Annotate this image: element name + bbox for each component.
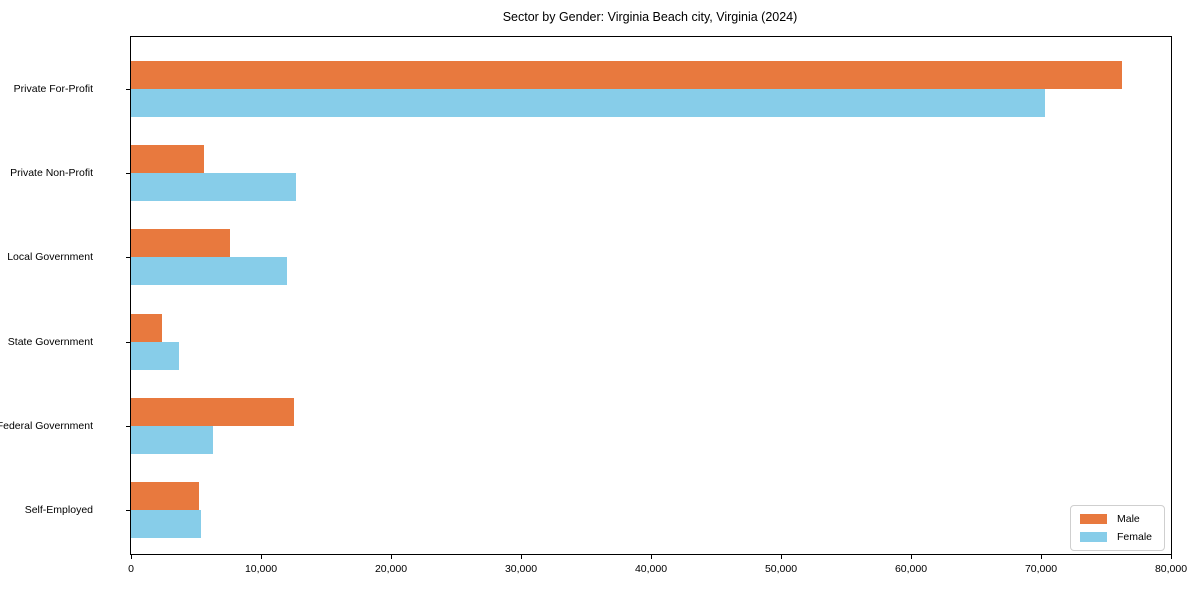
x-axis-tick-label: 80,000 xyxy=(1154,563,1188,575)
y-axis-tick xyxy=(126,425,130,427)
legend: Male Female xyxy=(1069,505,1165,551)
plot-area: Private For-Profit Private Non-Profit Loca… xyxy=(0,36,1187,575)
y-axis-category-label: Local Government xyxy=(7,251,93,264)
x-axis-tick xyxy=(391,555,392,559)
x-axis-tick-label: 60,000 xyxy=(894,563,928,575)
female-swatch-icon xyxy=(1079,532,1107,542)
bar-female-4 xyxy=(131,425,213,454)
bar-female-0 xyxy=(131,89,1045,117)
x-axis-tick xyxy=(651,555,652,559)
bar-male-4 xyxy=(131,397,294,426)
x-axis-tick xyxy=(781,555,782,559)
y-axis-tick xyxy=(126,510,130,511)
bar-female-2 xyxy=(131,257,287,286)
legend-item-female: Female xyxy=(1079,531,1152,543)
x-axis-tick-label: 20,000 xyxy=(374,563,408,575)
y-axis-tick xyxy=(126,89,130,90)
legend-label-male: Male xyxy=(1116,513,1140,525)
x-axis-tick xyxy=(131,555,132,559)
y-axis-category-label: Private For-Profit xyxy=(13,83,93,95)
x-axis-tick xyxy=(911,555,912,559)
male-swatch-icon xyxy=(1079,514,1107,524)
bar-male-3 xyxy=(131,313,163,342)
x-axis-tick-label: 40,000 xyxy=(634,563,668,575)
y-axis-tick xyxy=(126,257,130,259)
x-axis-tick-label: 0 xyxy=(128,563,134,575)
bar-female-5 xyxy=(131,510,202,538)
y-axis-category-label: Federal Government xyxy=(0,419,93,432)
bar-male-5 xyxy=(131,482,199,510)
bar-male-2 xyxy=(131,229,230,258)
y-axis-category-label: Private Non-Profit xyxy=(10,167,93,180)
x-axis-tick-label: 30,000 xyxy=(504,563,538,575)
legend-item-male: Male xyxy=(1079,513,1152,525)
y-axis-category-label: State Government xyxy=(7,335,93,348)
chart-title: Sector by Gender: Virginia Beach city, V… xyxy=(502,10,798,24)
x-axis-tick xyxy=(261,555,262,559)
x-axis-tick-label: 70,000 xyxy=(1024,563,1058,575)
legend-label-female: Female xyxy=(1116,531,1152,543)
y-axis-category-label: Self-Employed xyxy=(24,504,93,516)
x-axis-tick xyxy=(1041,555,1042,559)
x-axis-tick xyxy=(1171,555,1172,559)
y-axis-tick xyxy=(126,341,130,343)
x-axis-tick-label: 10,000 xyxy=(244,563,278,575)
bar-female-3 xyxy=(131,341,180,370)
bar-male-1 xyxy=(131,145,204,174)
bar-male-0 xyxy=(131,61,1122,89)
bar-female-1 xyxy=(131,173,297,202)
y-axis-tick xyxy=(126,173,130,175)
x-axis-tick-label: 50,000 xyxy=(764,563,798,575)
x-axis-tick xyxy=(521,555,522,559)
